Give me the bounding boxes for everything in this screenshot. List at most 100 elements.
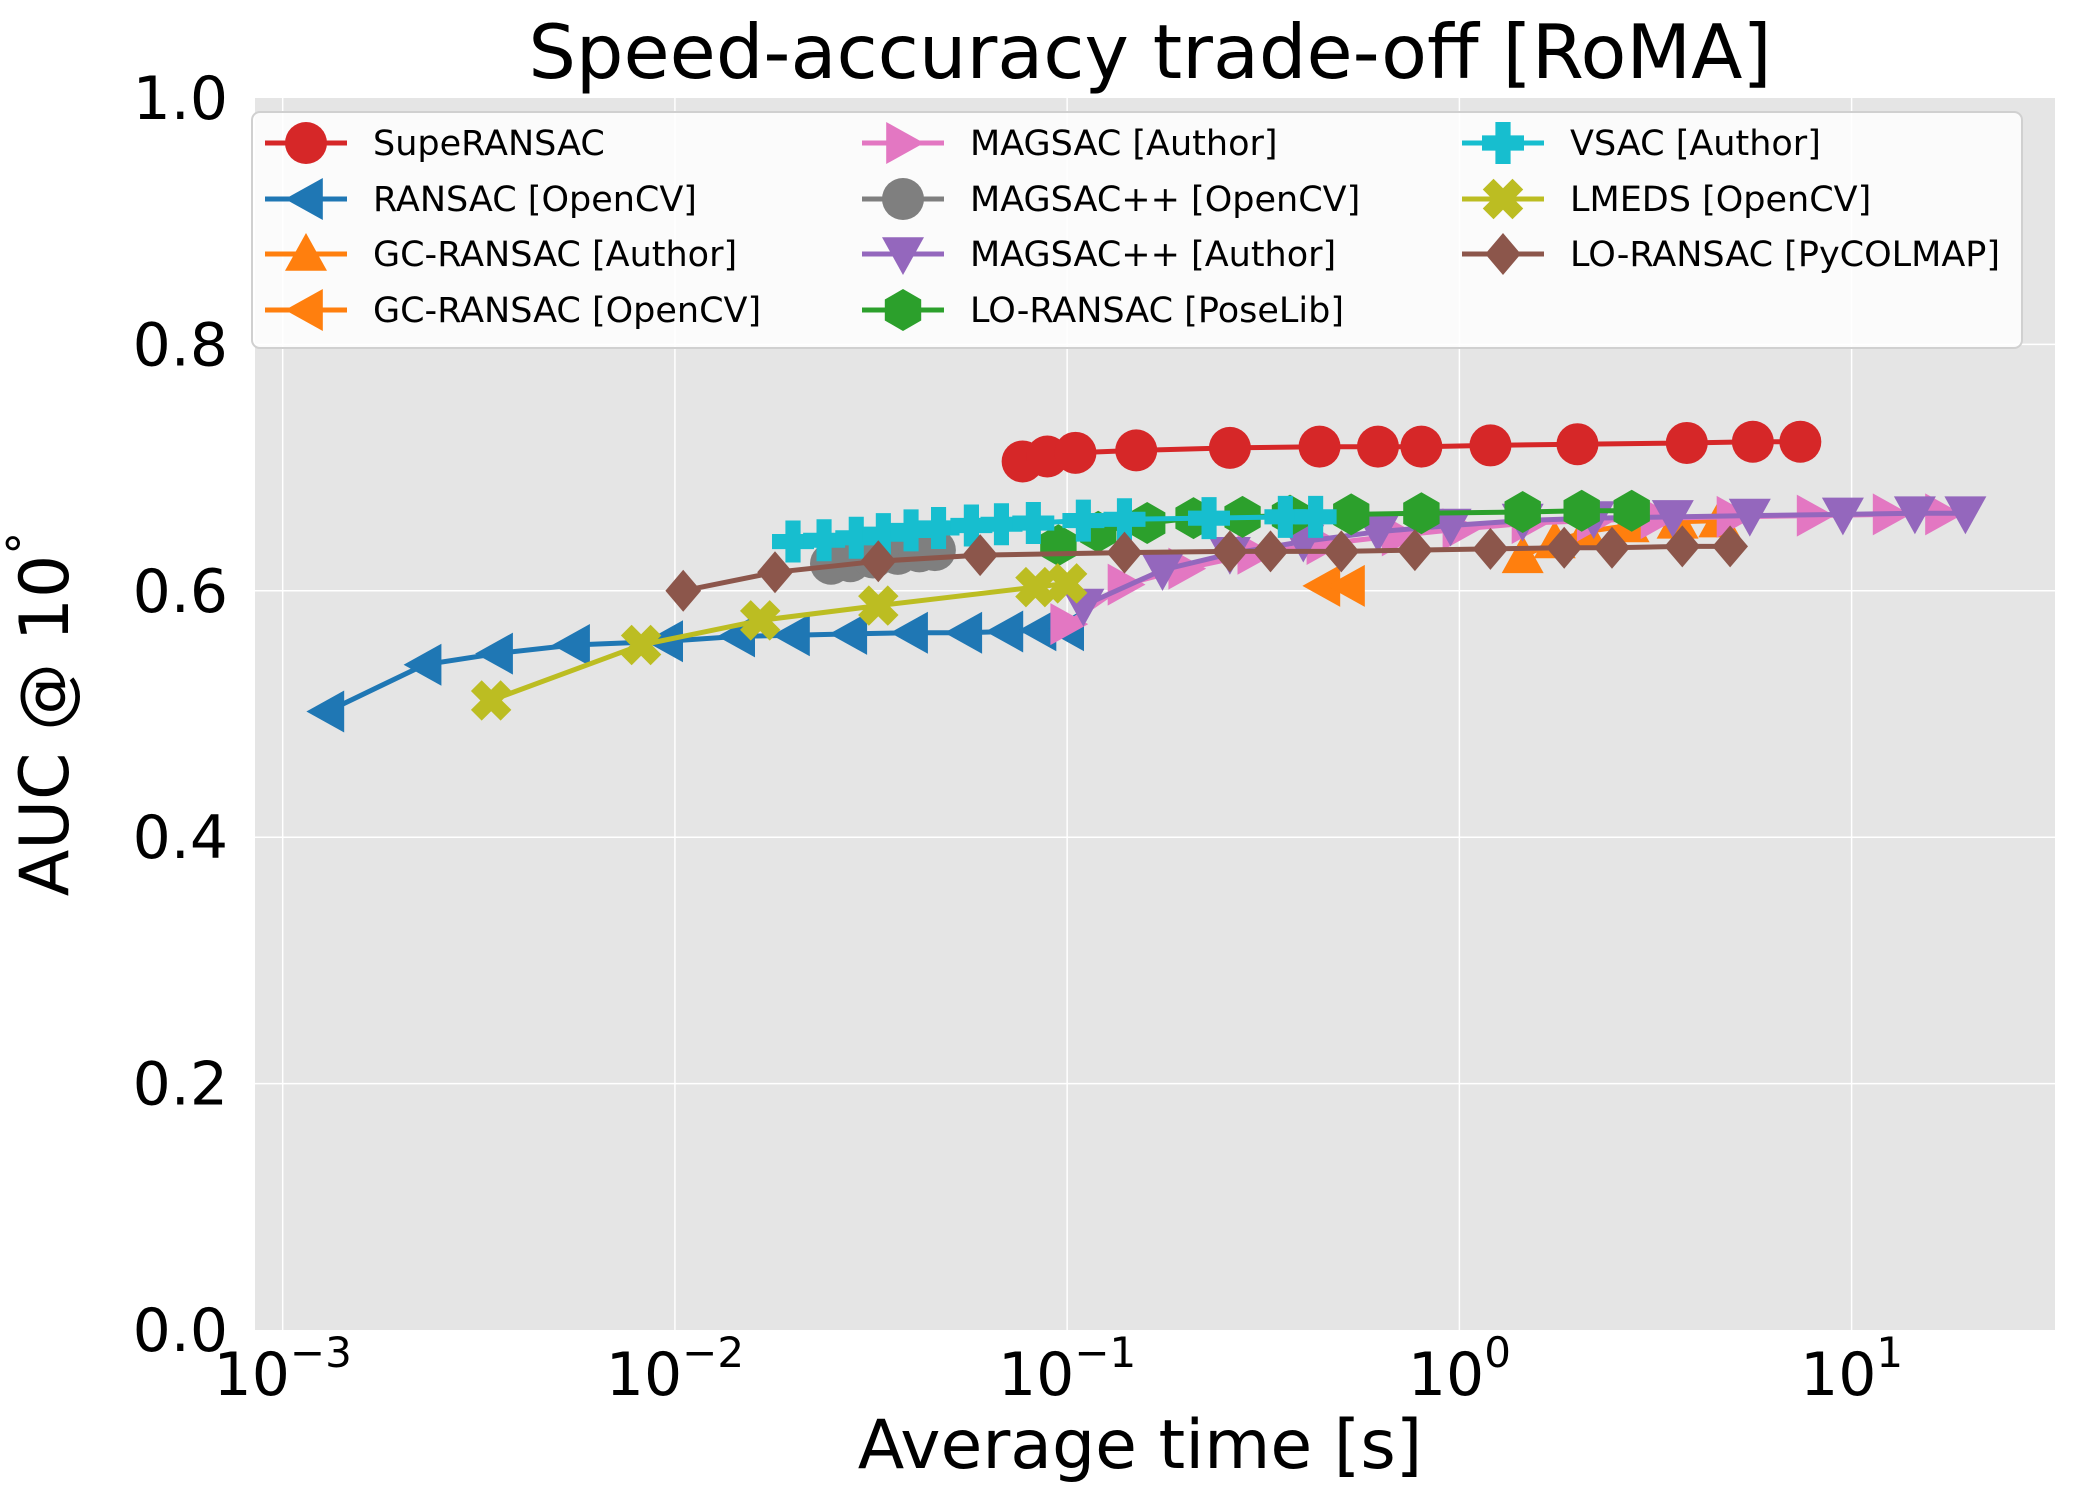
- data-point: [1212, 530, 1248, 573]
- legend-item: SupeRANSAC: [265, 122, 605, 164]
- series-superansac: [1001, 420, 1822, 483]
- data-point: [772, 614, 810, 657]
- data-point: [1115, 429, 1158, 472]
- legend-label: MAGSAC++ [OpenCV]: [970, 180, 1360, 220]
- series-gc-ransac-opencv: [1302, 564, 1365, 607]
- data-point: [772, 520, 814, 563]
- data-point: [1893, 496, 1936, 535]
- legend-marker: [285, 178, 323, 220]
- legend-label: LMEDS [OpenCV]: [1570, 180, 1871, 220]
- data-point: [620, 624, 662, 666]
- y-tick-label: 0.6: [133, 557, 228, 627]
- data-point: [860, 540, 897, 583]
- data-point: [1469, 424, 1512, 467]
- data-point: [1651, 500, 1694, 538]
- data-point: [985, 610, 1024, 653]
- series-lo-ransac-pycolmap: [665, 525, 1748, 612]
- legend-marker: [285, 122, 327, 164]
- data-point: [1400, 425, 1443, 468]
- y-axis-label: AUC @ 10°: [0, 532, 85, 897]
- y-tick-label: 0.0: [133, 1296, 228, 1366]
- legend-item: LO-RANSAC [PyCOLMAP]: [1462, 233, 2000, 275]
- data-point: [403, 643, 442, 686]
- data-point: [1504, 491, 1541, 533]
- chart-title: Speed-accuracy trade-off [RoMA]: [528, 8, 1771, 96]
- data-point: [1556, 423, 1599, 466]
- data-point: [890, 611, 928, 654]
- legend-label: GC-RANSAC [Author]: [373, 235, 737, 275]
- data-point: [1403, 492, 1440, 535]
- data-point: [862, 513, 905, 556]
- data-point: [803, 519, 846, 562]
- y-axis-label-main: AUC @ 10: [6, 555, 85, 897]
- data-point: [944, 611, 983, 654]
- data-point: [1046, 563, 1088, 604]
- data-point: [475, 632, 513, 675]
- data-point: [1472, 527, 1509, 570]
- data-point: [306, 690, 345, 733]
- data-point: [1613, 489, 1650, 532]
- y-tick-label: 0.2: [133, 1050, 228, 1120]
- series-layer: [306, 420, 1987, 733]
- y-axis-label-degree: °: [0, 532, 51, 555]
- data-point: [1665, 421, 1708, 464]
- legend-item: GC-RANSAC [OpenCV]: [265, 289, 761, 331]
- y-tick-label: 0.8: [133, 310, 228, 380]
- legend-label: MAGSAC++ [Author]: [970, 235, 1336, 275]
- legend-label: LO-RANSAC [PoseLib]: [970, 291, 1344, 331]
- x-tick-label: 10−2: [606, 1328, 744, 1410]
- legend-marker: [1482, 178, 1524, 220]
- y-tick-label: 1.0: [133, 64, 228, 134]
- series-lmeds-opencv: [470, 563, 1088, 721]
- data-point: [962, 534, 998, 577]
- legend-label: RANSAC [OpenCV]: [373, 180, 697, 220]
- data-point: [835, 516, 878, 559]
- data-point: [1397, 529, 1433, 572]
- data-point: [1664, 525, 1701, 568]
- axes: 0.0 0.2 0.4 0.6 0.8 1.0 10−3 10−2 10−1 100 101: [133, 64, 1904, 1410]
- data-point: [1252, 530, 1289, 573]
- data-point: [552, 624, 590, 666]
- legend-label: GC-RANSAC [OpenCV]: [373, 291, 761, 331]
- x-tick-label: 10−3: [214, 1328, 352, 1410]
- data-point: [1062, 499, 1105, 542]
- legend-box: [251, 111, 2023, 349]
- x-tick-label: 10−1: [998, 1328, 1136, 1410]
- legend-label: VSAC [Author]: [1570, 124, 1821, 164]
- data-point: [1594, 526, 1630, 569]
- legend-label: SupeRANSAC: [373, 124, 605, 164]
- legend-item: LMEDS [OpenCV]: [1462, 178, 1871, 220]
- data-point: [1141, 553, 1184, 591]
- legend-marker: [882, 237, 924, 275]
- data-point: [1779, 420, 1822, 463]
- data-point: [1501, 535, 1544, 574]
- legend-item: MAGSAC++ [Author]: [862, 235, 1336, 275]
- legend-item: RANSAC [OpenCV]: [265, 178, 697, 220]
- data-point: [757, 551, 793, 594]
- legend-label: LO-RANSAC [PyCOLMAP]: [1570, 235, 2000, 275]
- data-point: [1429, 508, 1472, 547]
- data-point: [1208, 426, 1251, 469]
- x-tick-label: 101: [1800, 1328, 1903, 1410]
- data-point: [1302, 564, 1341, 607]
- data-point: [1015, 566, 1056, 608]
- y-tick-label: 0.4: [133, 803, 228, 873]
- x-tick-label: 100: [1408, 1328, 1511, 1410]
- data-point: [1728, 498, 1771, 537]
- legend-marker: [1485, 233, 1521, 275]
- data-point: [1264, 495, 1307, 538]
- data-point: [858, 585, 899, 626]
- data-point: [1106, 531, 1143, 574]
- legend-item: MAGSAC++ [OpenCV]: [862, 178, 1360, 220]
- data-point: [1546, 526, 1582, 569]
- legend-label: MAGSAC [Author]: [970, 124, 1278, 164]
- data-point: [1188, 497, 1230, 540]
- series-vsac-author: [772, 495, 1337, 563]
- data-point: [1327, 564, 1365, 607]
- data-point: [1563, 489, 1600, 532]
- data-point: [1018, 609, 1057, 652]
- x-axis-label: Average time [s]: [858, 1406, 1423, 1485]
- legend-marker: [882, 178, 924, 220]
- data-point: [1323, 530, 1360, 573]
